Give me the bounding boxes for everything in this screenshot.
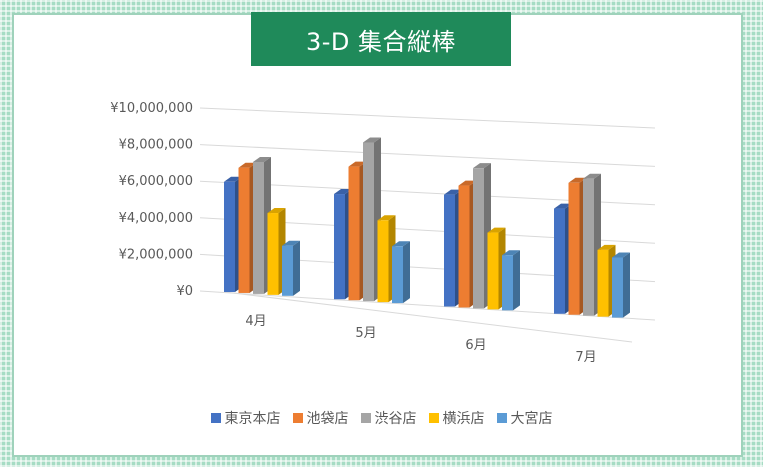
x-tick-label: 4月 — [245, 314, 266, 329]
bar-top — [487, 227, 506, 233]
bar-top — [282, 240, 300, 246]
x-tick-label: 7月 — [575, 350, 596, 365]
y-tick-label: ¥2,000,000 — [119, 247, 193, 262]
legend-label: 渋谷店 — [374, 411, 417, 427]
bar — [502, 255, 513, 311]
bar — [597, 249, 609, 317]
legend-item: 大宮店 — [496, 408, 553, 428]
legend-label: 横浜店 — [442, 411, 485, 427]
legend-item: 東京本店 — [210, 408, 281, 428]
x-tick-label: 6月 — [465, 338, 486, 353]
legend-label: 東京本店 — [224, 411, 281, 427]
bar-top — [612, 252, 630, 258]
legend-label: 池袋店 — [306, 411, 349, 427]
bar-top — [568, 177, 587, 183]
bar-top — [253, 156, 271, 162]
bar-top — [583, 173, 601, 179]
bar-top — [444, 189, 462, 195]
bar — [282, 245, 293, 296]
bar — [224, 181, 235, 292]
bar — [612, 257, 623, 318]
bar — [554, 208, 565, 314]
x-tick-label: 5月 — [355, 326, 376, 341]
legend-swatch — [496, 413, 507, 423]
bar-side — [513, 250, 520, 311]
legend-swatch — [292, 413, 303, 423]
legend-swatch — [428, 413, 439, 423]
bar — [583, 178, 594, 316]
y-tick-label: ¥8,000,000 — [119, 138, 193, 153]
bar-top — [267, 208, 286, 214]
bar-top — [473, 163, 491, 169]
chart-legend: 東京本店 池袋店 渋谷店 横浜店 大宮店 — [0, 408, 763, 428]
legend-swatch — [210, 413, 221, 423]
bar — [238, 167, 250, 293]
y-tick-label: ¥4,000,000 — [119, 211, 193, 226]
legend-item: 渋谷店 — [360, 408, 417, 428]
bar — [377, 220, 389, 303]
gridline — [199, 290, 656, 321]
bar — [458, 185, 470, 308]
bar-side — [293, 240, 300, 296]
legend-label: 大宮店 — [510, 411, 553, 427]
legend-item: 池袋店 — [292, 408, 349, 428]
bar-top — [554, 203, 572, 209]
bar-top — [458, 180, 477, 186]
bar-side — [403, 241, 410, 304]
bar-top — [238, 162, 257, 168]
bar — [473, 168, 484, 309]
bar — [392, 246, 403, 304]
bar — [253, 161, 264, 294]
y-tick-label: ¥6,000,000 — [119, 174, 193, 189]
bar — [348, 166, 360, 301]
bar-top — [392, 241, 410, 247]
y-tick-label: ¥10,000,000 — [110, 101, 193, 116]
bar-top — [334, 189, 352, 195]
bar-top — [597, 244, 616, 250]
bar-top — [348, 161, 367, 167]
gridline — [199, 144, 656, 167]
bar-side — [623, 252, 630, 318]
legend-item: 横浜店 — [428, 408, 485, 428]
y-tick-label: ¥0 — [176, 284, 193, 299]
bar-top — [224, 176, 242, 182]
bar — [267, 213, 279, 295]
legend-swatch — [360, 413, 371, 423]
bar — [334, 194, 345, 300]
bar — [487, 232, 499, 310]
bar — [568, 182, 580, 315]
bar-top — [502, 250, 520, 256]
bar — [444, 194, 455, 307]
bar-top — [377, 215, 396, 221]
chart-title: 3-D 集合縦棒 — [251, 12, 511, 66]
bar-top — [363, 137, 381, 143]
floor-line — [224, 291, 633, 343]
gridline — [199, 107, 656, 129]
bar — [363, 142, 374, 302]
